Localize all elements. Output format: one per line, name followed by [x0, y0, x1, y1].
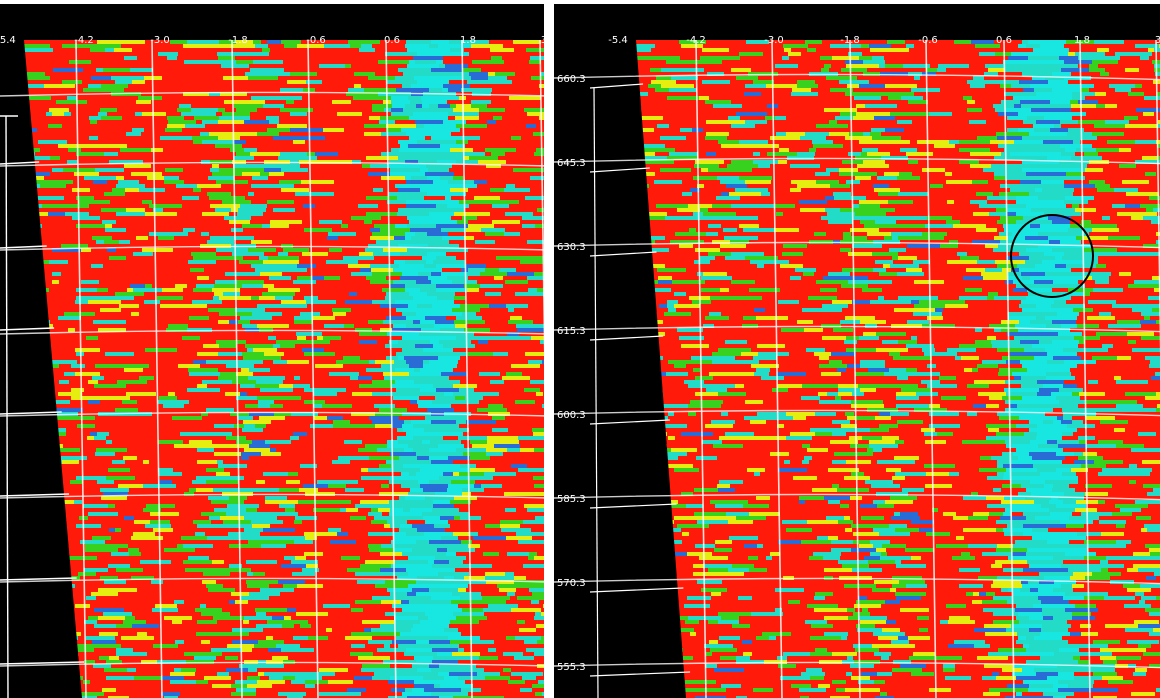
y-tick-label: 600.3	[557, 410, 586, 421]
x-tick-label: -1.8	[228, 35, 248, 46]
y-tick-label: 615.3	[557, 326, 586, 337]
x-tick-label: -0.6	[918, 35, 938, 46]
left-map-canvas: -5.4 -4.2 -3.0 -1.8 -0.6 0.6 1.8 3	[0, 4, 544, 698]
left-x-axis: -5.4 -4.2 -3.0 -1.8 -0.6 0.6 1.8 3	[0, 35, 544, 46]
x-tick-label: -5.4	[608, 35, 628, 46]
right-map-panel: -5.4 -4.2 -3.0 -1.8 -0.6 0.6 1.8 3 660.3 645.3 63…	[554, 4, 1160, 698]
right-x-axis: -5.4 -4.2 -3.0 -1.8 -0.6 0.6 1.8 3	[608, 35, 1160, 46]
x-tick-label: -4.2	[74, 35, 94, 46]
y-tick-label: 555.3	[557, 662, 586, 673]
x-tick-label: -0.6	[306, 35, 326, 46]
x-tick-label: 1.8	[1074, 35, 1090, 46]
y-tick-label: 645.3	[557, 158, 586, 169]
x-tick-label: 3	[541, 35, 544, 46]
x-tick-label: -5.4	[0, 35, 16, 46]
right-y-axis: 660.3 645.3 630.3 615.3 600.3 585.3 570.3 555.3	[557, 74, 586, 673]
x-tick-label: -1.8	[840, 35, 860, 46]
x-tick-label: 0.6	[384, 35, 400, 46]
right-grid	[554, 39, 1160, 698]
y-tick-label: 585.3	[557, 494, 586, 505]
left-map-panel: -5.4 -4.2 -3.0 -1.8 -0.6 0.6 1.8 3	[0, 4, 544, 698]
x-tick-label: 1.8	[460, 35, 476, 46]
highlight-circle-marker	[1010, 214, 1094, 298]
x-tick-label: -3.0	[764, 35, 784, 46]
x-tick-label: -4.2	[686, 35, 706, 46]
y-tick-label: 570.3	[557, 578, 586, 589]
x-tick-label: 3	[1155, 35, 1160, 46]
left-grid	[0, 39, 544, 698]
y-tick-label: 630.3	[557, 242, 586, 253]
x-tick-label: 0.6	[996, 35, 1012, 46]
left-heatmap	[24, 40, 544, 698]
x-tick-label: -3.0	[150, 35, 170, 46]
y-tick-label: 660.3	[557, 74, 586, 85]
right-map-canvas: -5.4 -4.2 -3.0 -1.8 -0.6 0.6 1.8 3 660.3 645.3 63…	[554, 4, 1160, 698]
